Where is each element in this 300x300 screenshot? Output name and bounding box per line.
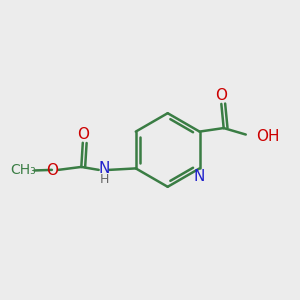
Text: H: H <box>99 173 109 186</box>
Text: O: O <box>77 127 89 142</box>
Text: N: N <box>98 161 110 176</box>
Text: N: N <box>194 169 205 184</box>
Text: CH₃: CH₃ <box>11 164 37 178</box>
Text: O: O <box>215 88 227 104</box>
Text: O: O <box>46 163 58 178</box>
Text: OH: OH <box>256 128 280 143</box>
